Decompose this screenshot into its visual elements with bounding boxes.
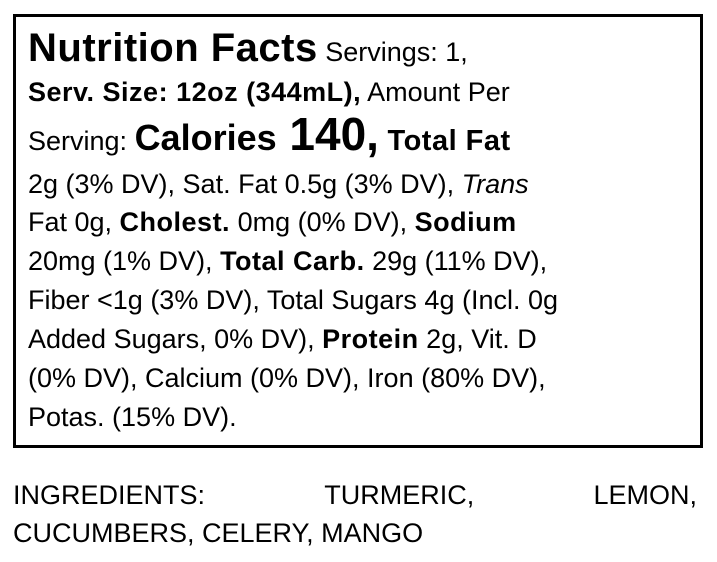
text: Sodium xyxy=(414,207,517,237)
text: Total Fat xyxy=(378,125,511,157)
text: 0mg (0% DV), xyxy=(230,207,415,237)
text: Total Carb. xyxy=(220,246,365,276)
line: 2g (3% DV), Sat. Fat 0.5g (3% DV), Trans xyxy=(28,165,529,204)
text: 20mg (1% DV), xyxy=(28,246,221,276)
text: Fat 0g, xyxy=(28,207,120,237)
text: Amount Per xyxy=(361,77,510,107)
nutrition-facts-panel: Nutrition Facts Servings: 1, Serv. Size:… xyxy=(13,14,703,448)
line: (0% DV), Calcium (0% DV), Iron (80% DV), xyxy=(28,359,546,398)
text: Potas. (15% DV). xyxy=(28,402,237,432)
title: Nutrition Facts xyxy=(28,26,318,70)
text: (0% DV), Calcium (0% DV), Iron (80% DV), xyxy=(28,363,546,393)
text: Serving: xyxy=(28,126,135,156)
ingredient: TURMERIC, xyxy=(324,480,475,510)
ingredients-line: INGREDIENTS: TURMERIC, LEMON, xyxy=(13,476,697,514)
line: Potas. (15% DV). xyxy=(28,398,237,437)
line: Added Sugars, 0% DV), Protein 2g, Vit. D xyxy=(28,320,537,359)
calories-value: 140, xyxy=(276,108,379,160)
calories-label: Calories xyxy=(134,117,277,158)
text: Cholest. xyxy=(119,207,231,237)
ingredients-label: INGREDIENTS: xyxy=(13,480,206,510)
ingredient: LEMON, xyxy=(593,480,697,510)
line: Serv. Size: 12oz (344mL), Amount Per xyxy=(28,73,510,112)
line: Serving: Calories 140, Total Fat xyxy=(28,111,511,161)
ingredient: CUCUMBERS, CELERY, MANGO xyxy=(13,518,424,548)
text: Serv. Size: 12oz (344mL), xyxy=(28,77,362,107)
text: 2g (3% DV), Sat. Fat 0.5g (3% DV), xyxy=(28,169,462,199)
text: 29g (11% DV), xyxy=(364,246,548,276)
line: 20mg (1% DV), Total Carb. 29g (11% DV), xyxy=(28,242,547,281)
line: Fiber <1g (3% DV), Total Sugars 4g (Incl… xyxy=(28,281,558,320)
text: Protein xyxy=(322,324,419,354)
text: Trans xyxy=(461,169,529,199)
text: Added Sugars, 0% DV), xyxy=(28,324,323,354)
text: Fiber <1g (3% DV), Total Sugars 4g (Incl… xyxy=(28,285,559,315)
text: 2g, Vit. D xyxy=(418,324,537,354)
text: Servings: 1, xyxy=(317,37,468,67)
ingredients-line: CUCUMBERS, CELERY, MANGO xyxy=(13,514,697,552)
line: Nutrition Facts Servings: 1, xyxy=(28,26,468,72)
line: Fat 0g, Cholest. 0mg (0% DV), Sodium xyxy=(28,203,517,242)
